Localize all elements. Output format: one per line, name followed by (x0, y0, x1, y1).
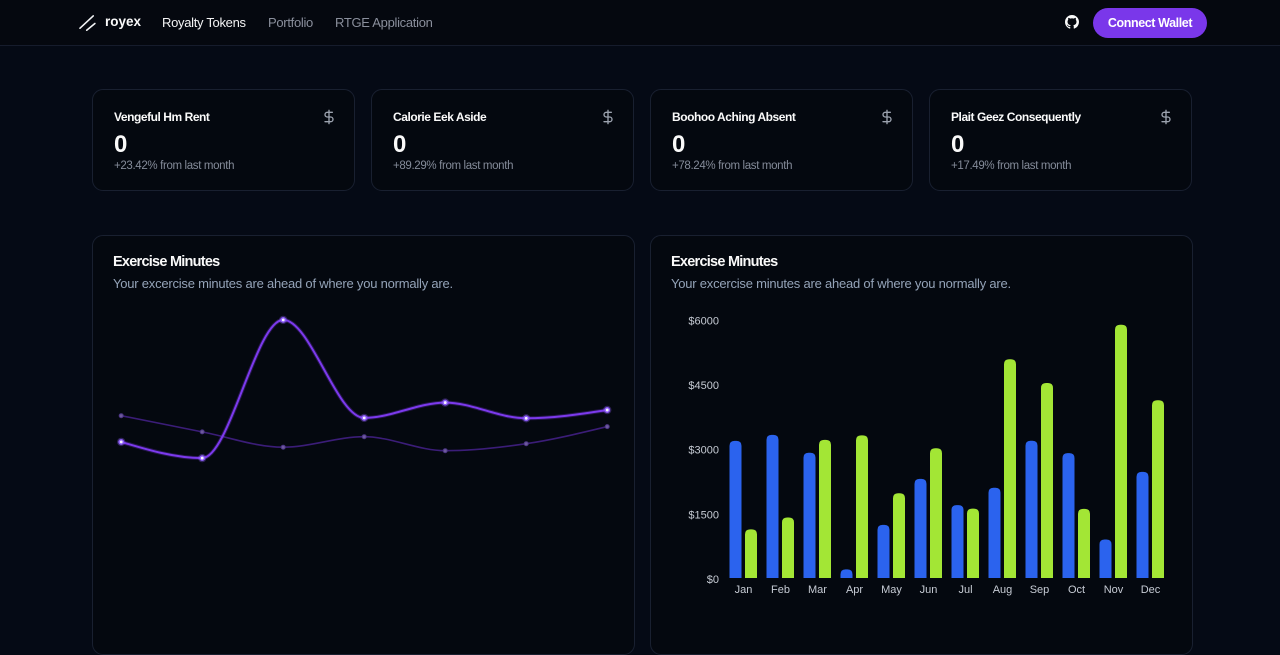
svg-text:Aug: Aug (993, 584, 1013, 596)
svg-text:Mar: Mar (808, 584, 827, 596)
svg-text:Oct: Oct (1068, 584, 1085, 596)
svg-text:Feb: Feb (771, 584, 790, 596)
svg-text:$1500: $1500 (688, 509, 719, 521)
svg-text:Jan: Jan (735, 584, 753, 596)
svg-text:$4500: $4500 (688, 380, 719, 392)
svg-text:$6000: $6000 (688, 316, 719, 328)
svg-text:Jun: Jun (920, 584, 938, 596)
svg-text:$0: $0 (707, 574, 719, 586)
svg-text:Nov: Nov (1104, 584, 1124, 596)
svg-text:$3000: $3000 (688, 445, 719, 457)
svg-text:Apr: Apr (846, 584, 863, 596)
svg-text:Sep: Sep (1030, 584, 1050, 596)
svg-text:May: May (881, 584, 902, 596)
svg-text:Dec: Dec (1141, 584, 1161, 596)
svg-text:Jul: Jul (958, 584, 972, 596)
